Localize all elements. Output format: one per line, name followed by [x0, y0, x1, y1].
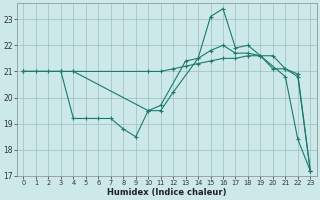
- X-axis label: Humidex (Indice chaleur): Humidex (Indice chaleur): [107, 188, 227, 197]
